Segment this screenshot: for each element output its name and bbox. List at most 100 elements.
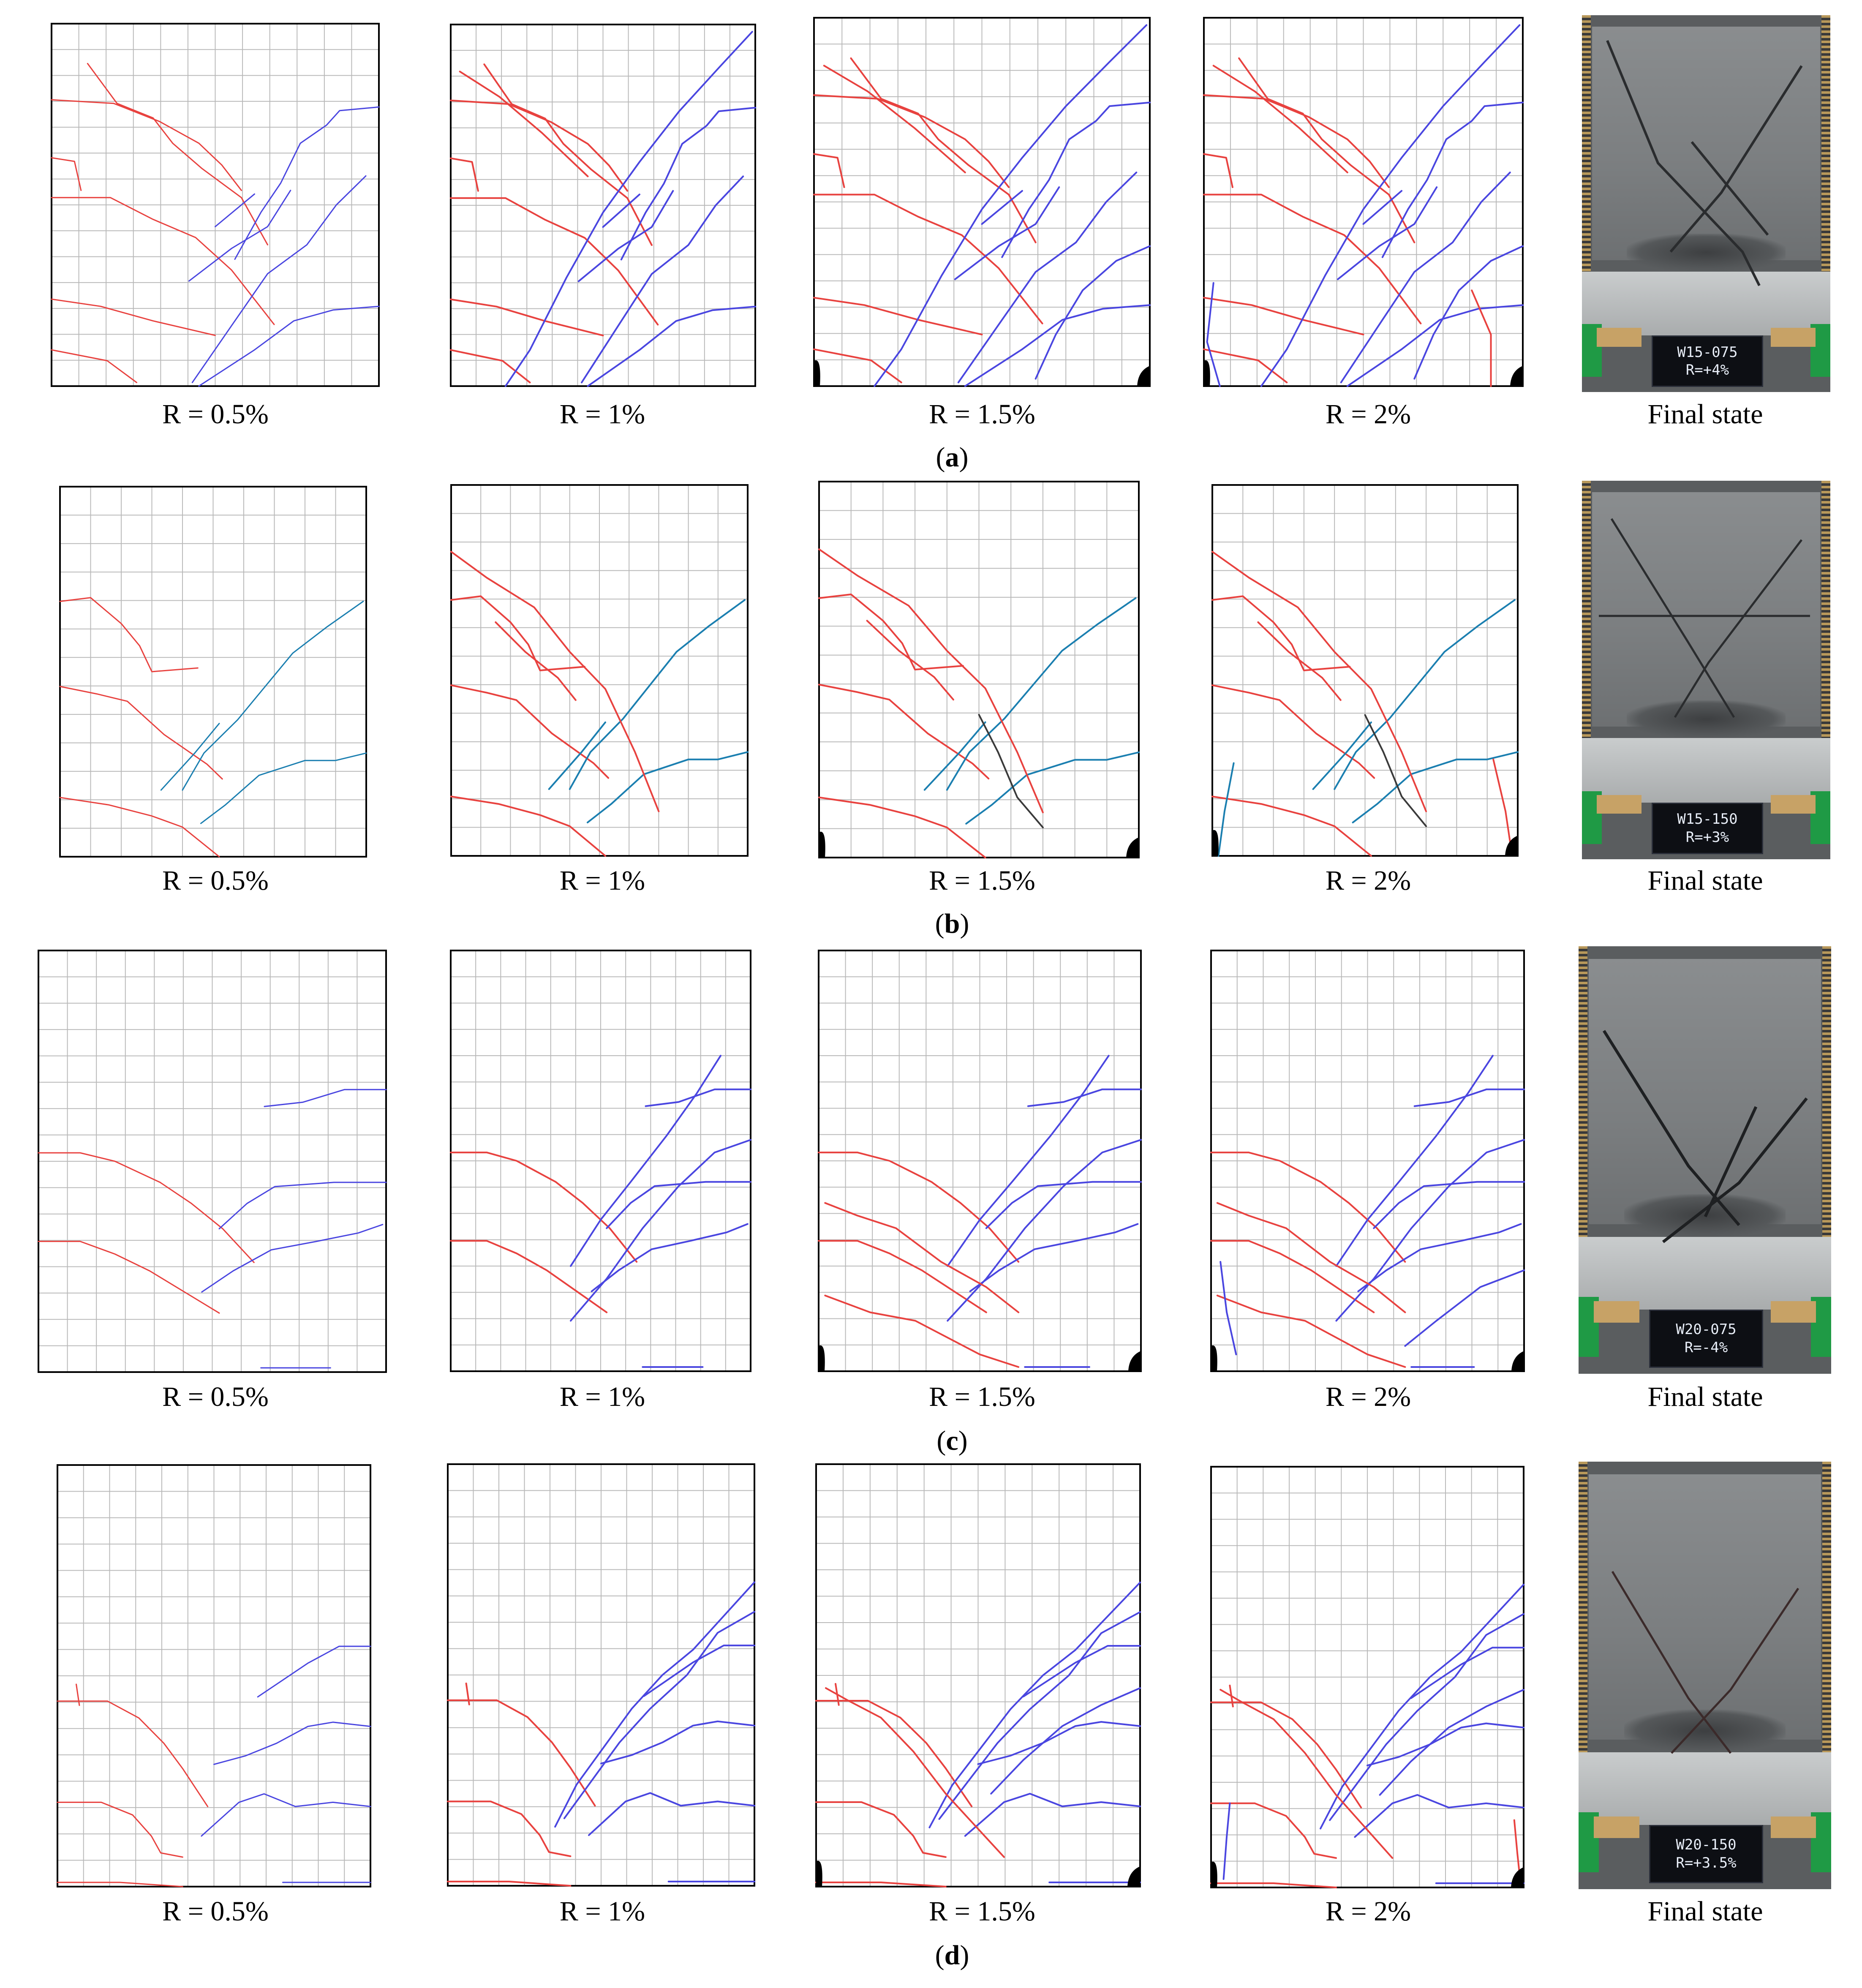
crushing-zone-left [814,360,820,386]
crack-line [38,1152,255,1263]
panel-frame [813,17,1151,387]
grid-lines [816,1464,1140,1887]
crushing-zone-left [1211,1345,1217,1371]
crack-line [191,175,367,383]
crack-line [818,796,986,858]
panel-frame [447,1463,755,1887]
grid-lines [1211,950,1524,1371]
crack-line [1001,101,1151,258]
crack-line [1212,65,1348,174]
crack-line [815,1700,973,1807]
crack-line [264,1089,387,1107]
crushing-zone-left [1211,1861,1217,1887]
crack-line [1027,1088,1142,1107]
crack-line [570,1055,721,1267]
crack-line [447,1800,572,1857]
crack-line [946,597,1137,791]
crack-line [38,1241,220,1314]
crack-line [1381,101,1524,258]
crack-line [1260,24,1521,387]
crack-line [51,349,137,383]
crack-panel-d-1 [57,1464,371,1887]
crack-line [1257,621,1342,701]
crack-line [1216,1202,1406,1313]
crack-line [1335,1139,1525,1322]
crack-line [620,106,756,261]
crack-line [1373,1181,1525,1229]
grid-lines [57,1465,370,1887]
caption-d-2: R = 1% [559,1896,645,1927]
crack-line [213,1721,371,1765]
crushing-zone-right [1510,366,1523,386]
crack-line [581,175,744,384]
crack-panel-b-4 [1211,484,1519,857]
crack-line [969,1223,1139,1292]
final-state-photo-b: W15-150 R=+3% [1582,481,1830,859]
crack-line [1210,1802,1337,1859]
caption-d-1: R = 0.5% [162,1896,269,1927]
crack-line [1210,1152,1406,1263]
crack-panel-a-2 [450,24,756,387]
crack-line [866,620,954,701]
crack-panel-c-4 [1210,950,1525,1372]
crack-line [1320,1583,1524,1830]
crushing-zone-right [1511,1867,1524,1887]
caption-c-4: R = 2% [1325,1381,1411,1412]
crack-line [947,1055,1110,1267]
crack-line [818,594,964,670]
crack-line [1364,714,1427,827]
crack-line [57,1801,183,1858]
crack-line [947,1139,1142,1322]
crack-line [1206,282,1221,387]
crack-line [824,1202,1020,1313]
crack-line [591,1223,749,1292]
grid-lines [52,24,379,386]
crack-line [1211,595,1351,671]
panel-frame [818,950,1142,1372]
crack-line [182,601,364,791]
crack-line [1334,599,1516,790]
crack-line [51,197,275,325]
crack-line [824,1294,1020,1368]
panel-frame [38,950,387,1373]
caption-a-2: R = 1% [559,399,645,430]
panel-frame [450,484,749,857]
crack-line [985,1181,1142,1229]
caption-b-4: R = 2% [1325,865,1411,896]
crack-line [1203,193,1422,324]
crack-line [813,348,902,384]
panel-frame [818,481,1140,858]
crack-line [964,1793,1141,1837]
crack-line [825,1687,1005,1858]
crack-line [813,94,1010,188]
crack-line [1211,684,1375,779]
crack-line [563,1611,755,1819]
crack-line [59,686,223,780]
crack-line [586,751,749,823]
crack-line [201,1224,384,1293]
grid-lines [1212,485,1518,856]
caption-a-1: R = 0.5% [162,399,269,430]
crack-line [938,1611,1141,1820]
grid-lines [448,1464,754,1886]
crack-line [823,65,966,174]
specimen-plate-b: W15-150 R=+3% [1651,802,1764,855]
crack-panel-c-3 [818,950,1142,1372]
panel-frame [57,1464,371,1887]
panel-frame [59,486,367,858]
crack-line [1404,1269,1525,1347]
crack-line [1203,297,1364,335]
crack-line [645,1088,751,1107]
crushing-zone-left [816,1860,822,1887]
caption-b-2: R = 1% [559,865,645,896]
crack-line [1022,1645,1141,1697]
crack-line [923,721,986,791]
crack-line [813,193,1043,324]
caption-b-1: R = 0.5% [162,865,269,896]
grid-lines [819,950,1141,1371]
crack-line [1203,348,1288,384]
crushing-zone-right [1137,366,1150,386]
grid-lines [451,950,751,1371]
crack-line [990,1687,1141,1795]
crack-line [450,1240,608,1313]
